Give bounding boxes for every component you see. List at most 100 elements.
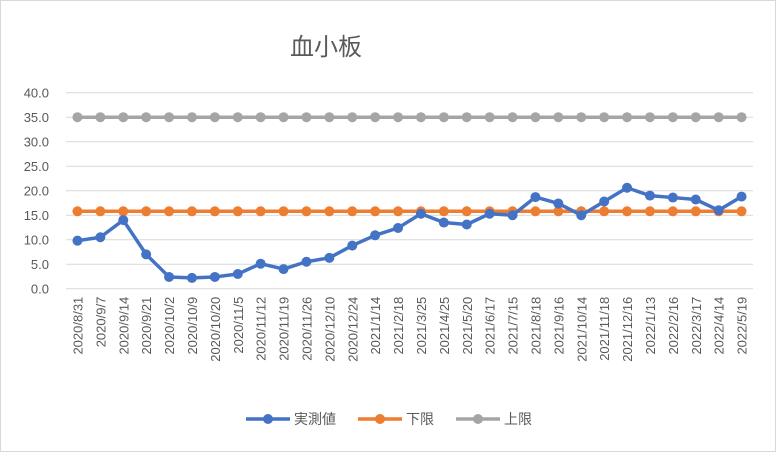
data-point [461,206,472,217]
x-tick-label: 2021/6/17 [483,297,498,355]
x-tick-label: 2020/11/26 [299,297,314,361]
data-point [667,112,678,123]
data-point [301,112,312,123]
data-point [438,206,449,217]
data-point [72,235,83,246]
data-point [301,206,312,217]
legend-label: 上限 [504,412,532,428]
data-point [599,112,610,123]
y-tick-label: 40.0 [24,86,49,101]
data-point [484,208,495,219]
data-point [72,206,83,217]
data-point [141,112,152,123]
data-point [667,192,678,203]
data-point [484,112,495,123]
data-point [576,210,587,221]
y-tick-label: 15.0 [24,208,49,223]
data-point [644,190,655,201]
x-tick-label: 2021/8/18 [528,297,543,355]
data-point [461,219,472,230]
data-point [507,112,518,123]
data-point [255,258,266,269]
data-point [393,206,404,217]
data-point [393,222,404,233]
data-point [141,206,152,217]
data-point [553,198,564,209]
legend: 実測値 下限 上限 [1,409,776,429]
x-tick-label: 2020/10/2 [162,297,177,355]
x-tick-label: 2020/8/31 [70,297,85,355]
data-point [209,271,220,282]
data-point [622,182,633,193]
x-tick-label: 2021/11/18 [597,297,612,361]
legend-marker-icon [358,414,402,424]
legend-label: 実測値 [294,412,336,428]
x-tick-label: 2020/10/20 [208,297,223,362]
x-tick-label: 2020/12/24 [345,297,360,362]
legend-item: 下限 [358,409,434,429]
data-point [415,208,426,219]
chart-title: 血小板 [290,33,362,61]
y-tick-label: 25.0 [24,159,49,174]
data-point [576,112,587,123]
x-tick-label: 2020/9/14 [116,297,131,355]
data-point [370,112,381,123]
data-point [530,206,541,217]
data-point [324,112,335,123]
data-point [255,112,266,123]
x-tick-label: 2022/3/17 [689,297,704,355]
data-point [232,112,243,123]
data-point [553,206,564,217]
data-point [278,264,289,275]
data-point [370,230,381,241]
legend-label: 下限 [406,412,434,428]
x-tick-label: 2022/2/16 [666,297,681,355]
y-tick-label: 35.0 [24,110,49,125]
data-point [415,112,426,123]
data-point [393,112,404,123]
y-tick-label: 30.0 [24,135,49,150]
data-point [736,206,747,217]
data-point [461,112,472,123]
data-point [713,112,724,123]
x-tick-label: 2021/2/18 [391,297,406,355]
data-point [141,249,152,260]
data-point [324,206,335,217]
legend-item: 実測値 [246,409,336,429]
data-point [118,112,129,123]
data-point [186,112,197,123]
data-point [736,112,747,123]
data-point [644,206,655,217]
x-tick-label: 2021/7/15 [506,297,521,355]
x-tick-label: 2020/9/7 [93,297,108,348]
data-point [553,112,564,123]
data-point [690,194,701,205]
y-tick-label: 10.0 [24,233,49,248]
data-point [644,112,655,123]
data-point [690,206,701,217]
data-point [164,206,175,217]
data-point [118,215,129,226]
data-point [530,192,541,203]
data-point [209,112,220,123]
data-point [599,206,610,217]
x-tick-label: 2020/9/21 [139,297,154,355]
data-point [255,206,266,217]
data-point [95,232,106,243]
data-point [301,256,312,267]
x-tick-label: 2021/4/25 [437,297,452,355]
data-point [690,112,701,123]
data-point [347,112,358,123]
x-tick-label: 2020/10/9 [185,297,200,355]
data-point [186,206,197,217]
data-point [622,112,633,123]
data-point [347,206,358,217]
data-point [713,205,724,216]
x-tick-label: 2021/1/14 [368,297,383,355]
x-tick-label: 2021/3/25 [414,297,429,355]
data-point [736,191,747,202]
data-point [599,196,610,207]
data-point [347,240,358,251]
data-point [324,252,335,263]
